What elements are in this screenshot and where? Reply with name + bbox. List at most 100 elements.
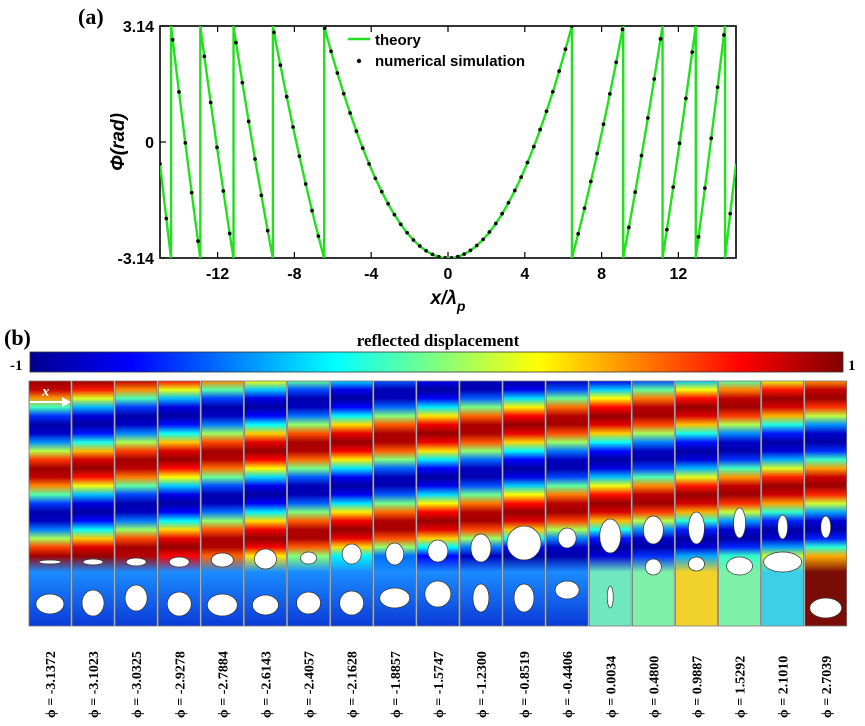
sim-point [626,225,631,230]
sim-point [348,111,352,115]
sim-cell [157,380,201,627]
sim-point [671,185,676,190]
sim-point [664,227,669,232]
sim-point [367,161,371,166]
hole-lower [688,556,705,572]
sim-cell-field [71,380,115,627]
hole-upper [777,514,789,540]
hole-upper [733,507,746,539]
sim-point [310,208,314,213]
sim-point [392,212,397,217]
phi-label: ϕ = 0.4800 [647,656,662,718]
sim-point [538,127,543,132]
sim-cell [114,380,158,627]
sim-cell-field [28,380,72,627]
sim-point [196,239,200,244]
sim-point [645,116,650,120]
panel-b-label: (b) [4,325,31,350]
sim-point [284,94,289,99]
sim-point [291,125,295,129]
sim-point [531,144,536,149]
phi-labels: ϕ = -3.1372 ϕ = -3.1023 ϕ = -3.0325 ϕ = -2.… [44,651,835,718]
hole-upper [300,551,317,565]
sim-point [455,254,460,258]
sim-cell-field [330,380,374,627]
sim-point [563,47,568,52]
sim-cell [502,380,546,627]
sim-cell [373,380,417,627]
sim-cell-field [244,380,287,627]
sim-cell-field [761,380,805,627]
sim-point [227,231,232,236]
sim-point [696,234,701,239]
x-tick-label: 12 [670,266,688,283]
legend-sim-swatch [356,58,362,64]
sim-point [582,206,587,211]
sim-point [462,252,467,257]
sim-point [709,136,714,141]
sim-point [208,100,213,105]
sim-cell [588,380,632,627]
sim-point [354,129,359,134]
hole-upper [168,556,190,568]
sim-point [519,175,524,180]
sim-point [683,96,688,101]
sim-point [246,119,251,124]
sim-point [386,201,390,206]
y-tick-label: 0 [145,135,154,152]
simulation-cells [28,380,848,627]
sim-cell-field [675,380,718,627]
sim-point [360,146,365,151]
legend-theory-label: theory [375,32,422,49]
sim-point [335,71,340,75]
hole-lower [424,580,452,608]
x-axis-label: x/λp [430,288,466,314]
phi-label: ϕ = -2.1628 [346,651,361,718]
sim-point [525,160,530,165]
colorbar [29,351,844,373]
sim-cell-field [804,380,848,627]
hole-upper [642,515,664,545]
x-tick-label: -12 [206,266,229,283]
sim-point [265,228,270,233]
phi-label: ϕ = -0.8519 [518,651,533,718]
sim-point [160,162,162,166]
legend: theory numerical simulation [348,32,525,70]
sim-point [576,231,581,236]
y-tick-label: 3.14 [123,19,154,36]
sim-point [164,216,169,221]
hole-lower [554,580,580,600]
simulation-points [160,26,733,258]
sim-point [259,193,264,198]
sim-point [379,189,384,194]
sim-point [322,26,327,31]
sim-point [722,33,726,37]
sim-cell-field [588,380,632,627]
colorbar-min-label: -1 [10,358,23,374]
sim-point [443,256,448,258]
hole-upper [385,542,405,566]
sim-point [449,255,454,258]
sim-cell [718,380,761,627]
sim-point [658,37,663,41]
sim-point [329,49,333,54]
sim-point [728,211,733,216]
phi-label: ϕ = -3.1023 [87,651,102,718]
hole-upper [688,511,705,545]
sim-cell [804,380,848,627]
sim-point [398,222,403,227]
sim-point [297,154,302,159]
phi-label: ϕ = -2.6143 [259,651,274,718]
phi-label: ϕ = 2.1010 [777,656,792,718]
sim-point [177,90,181,94]
sim-point [215,145,219,150]
hole-lower [809,597,843,619]
sim-point [569,26,574,28]
sim-point [417,244,422,248]
sim-point [272,30,276,35]
sim-point [557,69,562,74]
sim-point [240,80,245,85]
phi-label: ϕ = 1.5292 [734,656,749,718]
sim-point [601,122,606,127]
hole-upper [341,543,362,565]
